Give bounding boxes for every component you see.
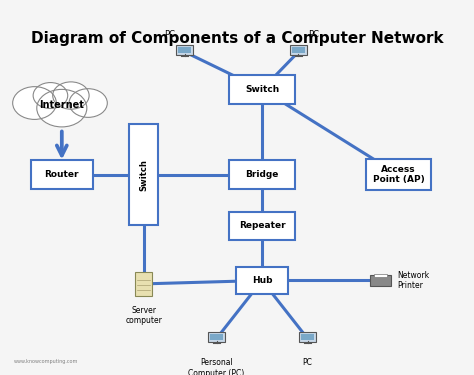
FancyBboxPatch shape — [236, 267, 288, 294]
Text: Router: Router — [45, 170, 79, 179]
FancyBboxPatch shape — [366, 159, 430, 190]
Circle shape — [37, 89, 87, 127]
FancyBboxPatch shape — [229, 160, 295, 189]
Text: PC: PC — [164, 30, 174, 39]
Circle shape — [69, 89, 107, 117]
FancyBboxPatch shape — [229, 212, 295, 240]
Circle shape — [13, 87, 56, 119]
FancyBboxPatch shape — [374, 273, 387, 277]
FancyBboxPatch shape — [129, 124, 158, 225]
FancyBboxPatch shape — [370, 275, 391, 286]
Text: Network
Printer: Network Printer — [398, 271, 430, 290]
FancyBboxPatch shape — [210, 334, 223, 340]
Text: Repeater: Repeater — [239, 221, 285, 230]
Text: Hub: Hub — [252, 276, 272, 285]
FancyBboxPatch shape — [208, 332, 225, 342]
Text: Switch: Switch — [245, 85, 279, 94]
FancyBboxPatch shape — [290, 45, 307, 55]
FancyBboxPatch shape — [176, 45, 193, 55]
Text: Bridge: Bridge — [246, 170, 279, 179]
Text: www.knowcomputing.com: www.knowcomputing.com — [14, 359, 78, 364]
FancyBboxPatch shape — [31, 160, 93, 189]
FancyBboxPatch shape — [299, 332, 316, 342]
FancyBboxPatch shape — [229, 75, 295, 104]
Text: Internet: Internet — [39, 100, 84, 110]
Text: PC: PC — [309, 30, 319, 39]
Text: Switch: Switch — [139, 159, 148, 190]
Text: Personal
Computer (PC): Personal Computer (PC) — [188, 358, 245, 375]
FancyBboxPatch shape — [292, 47, 305, 53]
Circle shape — [53, 82, 89, 109]
FancyBboxPatch shape — [301, 334, 314, 340]
Text: PC: PC — [302, 358, 312, 367]
Text: Access
Point (AP): Access Point (AP) — [373, 165, 424, 184]
Text: Server
computer: Server computer — [125, 306, 162, 326]
FancyBboxPatch shape — [135, 272, 152, 296]
FancyBboxPatch shape — [178, 47, 191, 53]
Text: Diagram of Components of a Computer Network: Diagram of Components of a Computer Netw… — [31, 32, 443, 46]
Circle shape — [33, 82, 68, 108]
